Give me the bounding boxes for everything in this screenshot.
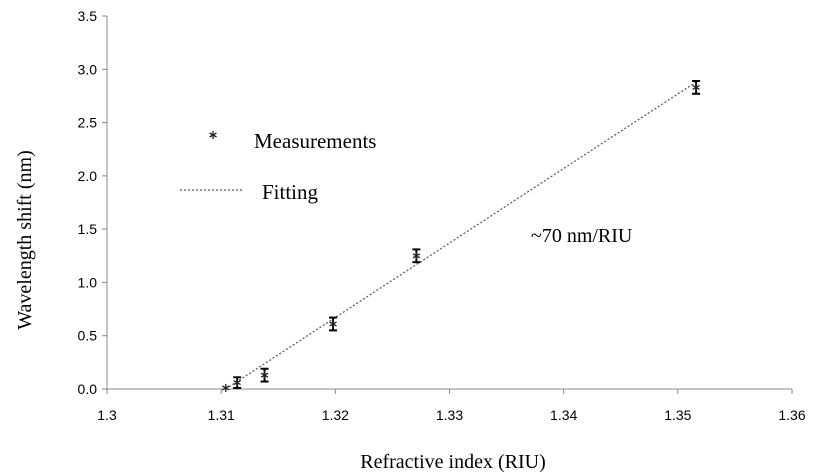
y-tick-label: 1.5 [78,221,98,237]
asterisk-marker [233,378,241,387]
fit-line [225,81,697,390]
x-tick-label: 1.36 [778,407,805,423]
y-tick-label: 3.0 [78,61,98,77]
y-tick-label: 1.0 [78,274,98,290]
x-axis-title: Refractive index (RIU) [360,451,545,473]
legend: Measurements Fitting [180,129,376,204]
data-point [260,367,269,383]
data-point [233,376,242,389]
asterisk-marker [412,251,421,260]
asterisk-marker [329,319,337,328]
x-tick-label: 1.33 [436,407,463,423]
y-axis-title: Wavelength shift (nm) [14,150,36,329]
x-tick-label: 1.31 [208,407,235,423]
legend-fitting-label: Fitting [262,180,319,204]
y-tick-label: 0.5 [78,328,98,344]
data-point [692,80,701,95]
x-tick-label: 1.34 [550,407,577,423]
x-tick-label: 1.35 [664,407,691,423]
asterisk-marker [692,83,700,92]
axes [102,15,793,394]
y-tick-label: 3.5 [78,8,98,24]
data-point [412,248,421,264]
legend-measurements-label: Measurements [254,129,376,153]
y-tick-label: 0.0 [78,381,98,397]
x-tick-labels: 1.3 1.31 1.32 1.33 1.34 1.35 1.36 [97,407,806,423]
data-point [329,316,338,332]
legend-asterisk [209,131,217,139]
y-tick-label: 2.5 [78,115,98,131]
asterisk-marker [260,371,269,380]
legend-measurements-marker [209,131,217,139]
y-tick-label: 2.0 [78,168,98,184]
asterisk-marker [221,383,230,392]
x-tick-label: 1.32 [322,407,349,423]
slope-annotation: ~70 nm/RIU [531,225,633,247]
y-tick-labels: 0.0 0.5 1.0 1.5 2.0 2.5 3.0 3.5 [78,8,98,397]
x-tick-label: 1.3 [97,407,117,423]
fit-line-group [225,81,697,390]
data-points [221,80,701,392]
data-point [221,383,230,392]
